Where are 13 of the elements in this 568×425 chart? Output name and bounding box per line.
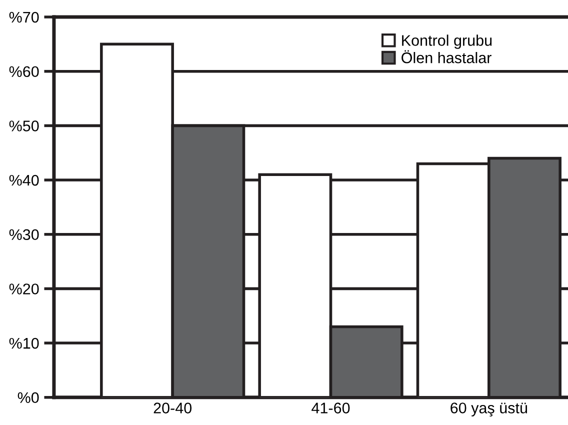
y-tick-label: %40 [9,174,39,186]
y-tick-label: %20 [9,284,39,294]
x-tick-label: 60 yaş üstü [450,402,528,416]
x-tick-label: 41-60 [312,402,350,414]
y-tick-label: %30 [9,229,39,240]
y-tick-label: %70 [9,12,39,23]
y-tick-label: %60 [9,66,39,78]
y-tick-label: %0 [18,392,39,404]
legend-label: Kontrol grubu [402,34,492,49]
legend-label: Ölen hastalar [402,50,492,64]
y-tick-label: %50 [9,120,39,132]
y-tick-label: %10 [9,338,39,349]
x-tick-label: 20-40 [154,402,192,414]
